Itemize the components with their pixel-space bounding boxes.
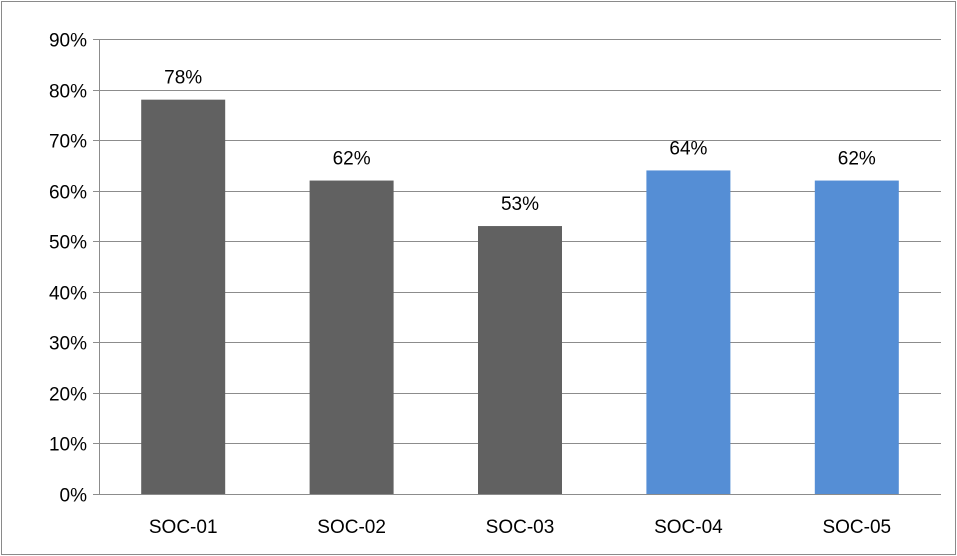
y-tick-label: 80% [49, 82, 87, 103]
y-tick-label: 20% [49, 385, 87, 406]
data-label: 78% [164, 68, 202, 89]
y-tick-label: 70% [49, 132, 87, 153]
y-tick-label: 40% [49, 284, 87, 305]
data-label: 62% [333, 149, 371, 170]
data-labels: 78% 62% 53% 64% 62% [164, 68, 876, 215]
y-tick-label: 30% [49, 334, 87, 355]
data-label: 64% [669, 138, 707, 159]
bar [478, 226, 562, 495]
x-tick-label: SOC-04 [654, 517, 723, 538]
bar [814, 180, 899, 495]
data-label: 53% [501, 194, 539, 215]
y-tick-label: 10% [49, 435, 87, 456]
x-tick-label: SOC-03 [486, 517, 555, 538]
y-tick-label: 90% [49, 31, 87, 52]
y-tick-label: 50% [49, 233, 87, 254]
data-label: 62% [838, 149, 876, 170]
x-tick-label: SOC-01 [149, 517, 218, 538]
x-tick-label: SOC-05 [822, 517, 891, 538]
x-tick-label: SOC-02 [317, 517, 386, 538]
bar [309, 180, 394, 495]
bar [646, 170, 731, 494]
x-tick-labels: SOC-01 SOC-02 SOC-03 SOC-04 SOC-05 [149, 517, 891, 538]
axes [93, 39, 941, 495]
y-tick-labels: 0% 10% 20% 30% 40% 50% 60% 70% 80% 90% [49, 31, 87, 507]
bars [141, 99, 899, 495]
y-tick-label: 0% [60, 486, 88, 507]
bar [141, 99, 226, 495]
y-tick-label: 60% [49, 183, 87, 204]
